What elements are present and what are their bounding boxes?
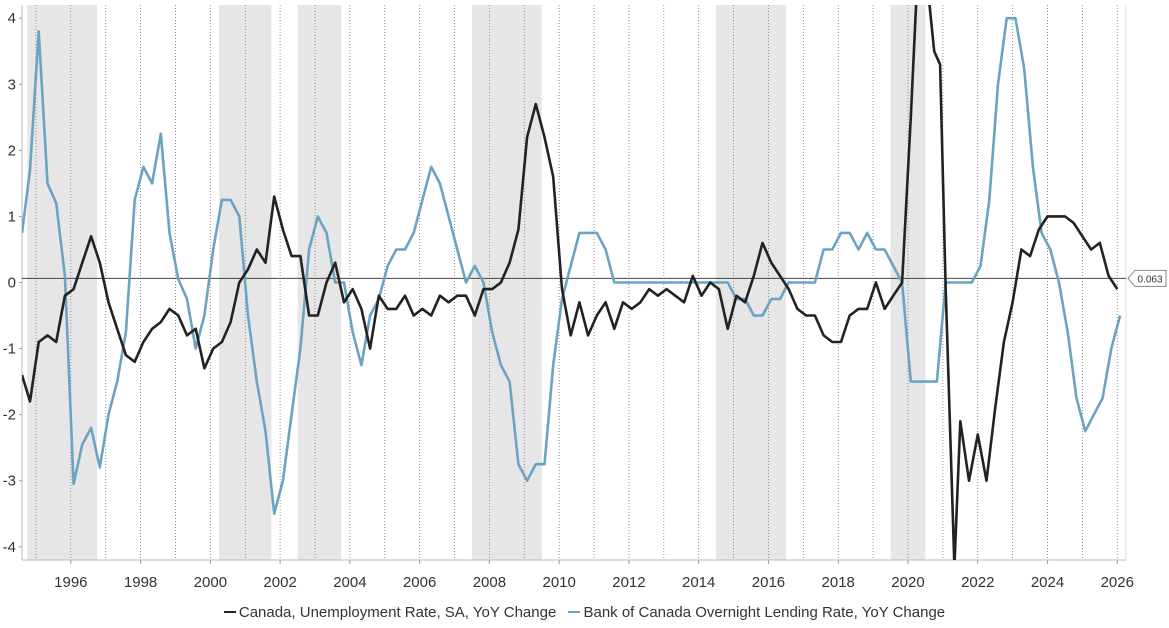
x-tick-label: 2020 xyxy=(891,574,924,591)
legend: Canada, Unemployment Rate, SA, YoY Chang… xyxy=(0,604,1169,621)
legend-item-unemployment: Canada, Unemployment Rate, SA, YoY Chang… xyxy=(223,604,557,621)
last-value-flag xyxy=(1127,269,1167,287)
y-tick-label: -3 xyxy=(3,473,16,490)
x-tick-label: 2002 xyxy=(263,574,296,591)
series-line-overnight-rate xyxy=(22,16,1122,516)
y-tick-label: 3 xyxy=(8,76,16,93)
legend-swatch-unemployment xyxy=(223,611,236,614)
x-tick-label: 2004 xyxy=(333,574,366,591)
y-tick-label: 4 xyxy=(8,10,16,27)
last-value-text: 0.063 xyxy=(1137,274,1162,285)
y-tick-label: -4 xyxy=(3,539,16,556)
x-axis: 1996 1998 2000 2002 2004 2006 2008 2010 2012 2014… xyxy=(54,560,1134,591)
y-tick-label: 2 xyxy=(8,142,16,159)
x-tick-label: 2012 xyxy=(612,574,645,591)
series-lines xyxy=(22,5,1122,560)
x-tick-label: 2006 xyxy=(403,574,436,591)
legend-label-unemployment: Canada, Unemployment Rate, SA, YoY Chang… xyxy=(238,604,557,621)
x-tick-label: 1996 xyxy=(54,574,87,591)
series-line-unemployment xyxy=(22,5,1119,560)
y-tick-label: 0 xyxy=(8,275,16,292)
last-value-label: 0.063 xyxy=(1127,269,1167,287)
y-tick-label: 1 xyxy=(8,208,16,225)
y-axis: -4 -3 -2 -1 0 1 2 3 4 xyxy=(3,10,22,556)
x-tick-label: 2000 xyxy=(194,574,227,591)
shaded-period xyxy=(27,5,97,560)
x-tick-label: 2008 xyxy=(473,574,506,591)
y-tick-label: -1 xyxy=(3,341,16,358)
vertical-gridlines xyxy=(35,5,1118,560)
x-tick-label: 2014 xyxy=(682,574,715,591)
x-tick-label: 1998 xyxy=(124,574,157,591)
x-tick-label: 2026 xyxy=(1101,574,1134,591)
x-tick-label: 2022 xyxy=(961,574,994,591)
x-tick-label: 2024 xyxy=(1031,574,1064,591)
legend-swatch-overnight-rate xyxy=(568,611,581,614)
legend-label-overnight-rate: Bank of Canada Overnight Lending Rate, Y… xyxy=(583,604,946,621)
x-tick-label: 2010 xyxy=(542,574,575,591)
x-tick-label: 2016 xyxy=(752,574,785,591)
x-tick-label: 2018 xyxy=(822,574,855,591)
y-tick-label: -2 xyxy=(3,407,16,424)
legend-item-overnight-rate: Bank of Canada Overnight Lending Rate, Y… xyxy=(568,604,945,621)
